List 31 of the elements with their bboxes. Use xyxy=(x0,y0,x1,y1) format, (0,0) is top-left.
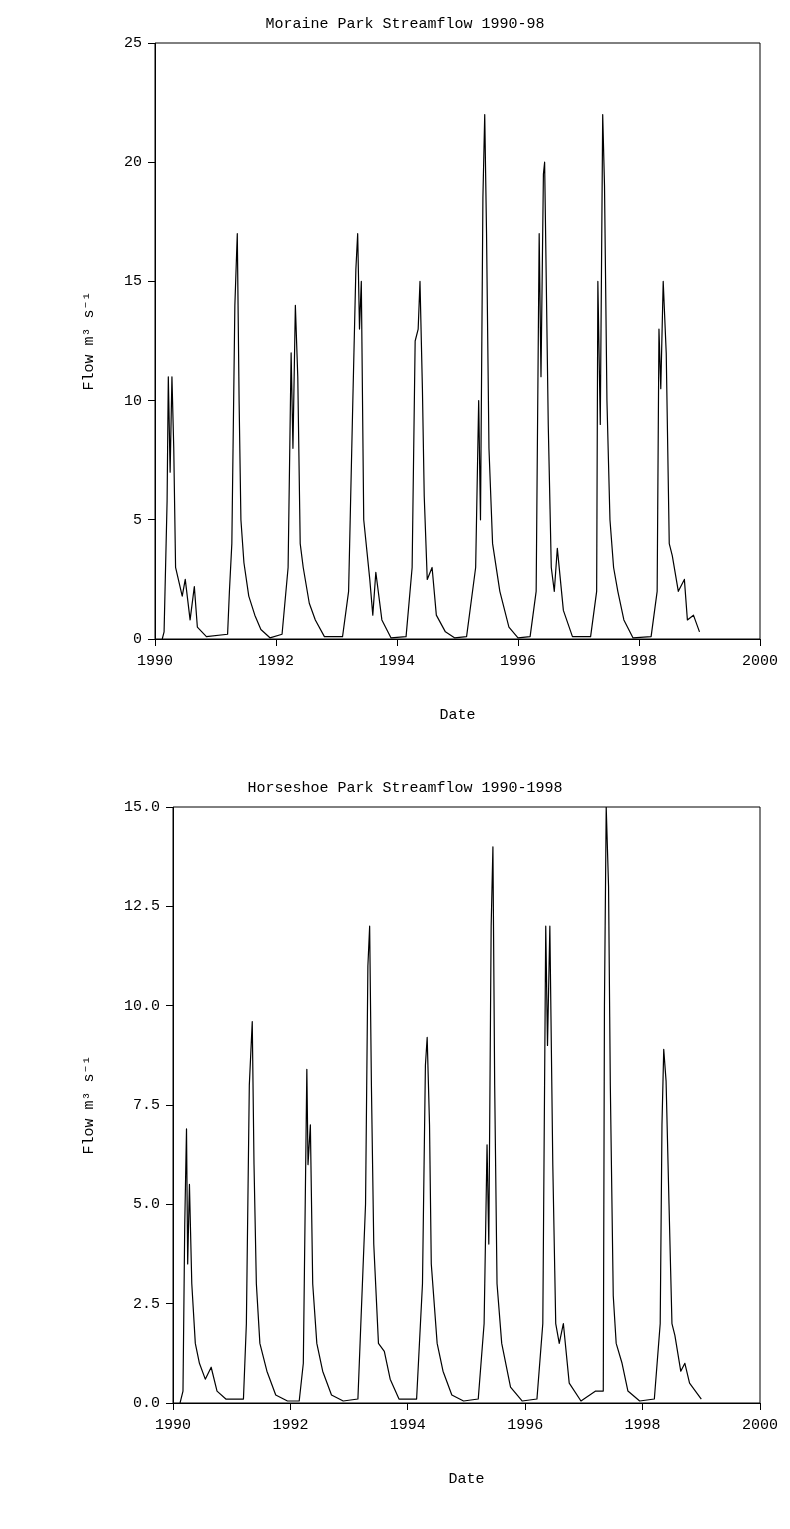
x-tick-label: 1994 xyxy=(378,652,416,670)
x-tick-label: 1996 xyxy=(499,652,537,670)
y-tick-label: 5 xyxy=(132,511,142,529)
y-axis-title: Flow m³ s⁻¹ xyxy=(80,291,98,391)
y-tick-label: 12.5 xyxy=(123,898,161,916)
y-axis-title: Flow m³ s⁻¹ xyxy=(80,1055,98,1155)
y-tick-label: 0.0 xyxy=(132,1394,161,1412)
x-tick-label: 1994 xyxy=(389,1416,426,1434)
y-tick-label: 20 xyxy=(123,154,142,172)
x-tick-label: 1990 xyxy=(155,1416,192,1434)
chart-title: Horseshoe Park Streamflow 1990-1998 xyxy=(247,779,563,797)
x-tick-label: 1992 xyxy=(272,1416,309,1434)
x-axis-title: Date xyxy=(448,1470,485,1488)
y-tick-label: 2.5 xyxy=(132,1295,161,1313)
y-tick-label: 15.0 xyxy=(123,798,161,816)
y-tick-label: 0 xyxy=(132,630,142,648)
chart-title: Moraine Park Streamflow 1990-98 xyxy=(265,15,545,33)
x-tick-label: 1992 xyxy=(257,652,295,670)
x-tick-label: 1998 xyxy=(620,652,658,670)
y-tick-label: 10 xyxy=(123,392,142,410)
y-tick-label: 25 xyxy=(123,34,142,52)
x-tick-label: 1996 xyxy=(507,1416,544,1434)
x-axis-title: Date xyxy=(439,706,476,724)
y-tick-label: 5.0 xyxy=(132,1196,161,1214)
x-tick-label: 2000 xyxy=(741,652,779,670)
y-tick-label: 15 xyxy=(123,273,142,291)
x-tick-label: 2000 xyxy=(741,1416,779,1434)
x-tick-label: 1998 xyxy=(624,1416,661,1434)
x-tick-label: 1990 xyxy=(137,652,174,670)
y-tick-label: 7.5 xyxy=(132,1096,161,1114)
y-tick-label: 10.0 xyxy=(123,997,161,1015)
